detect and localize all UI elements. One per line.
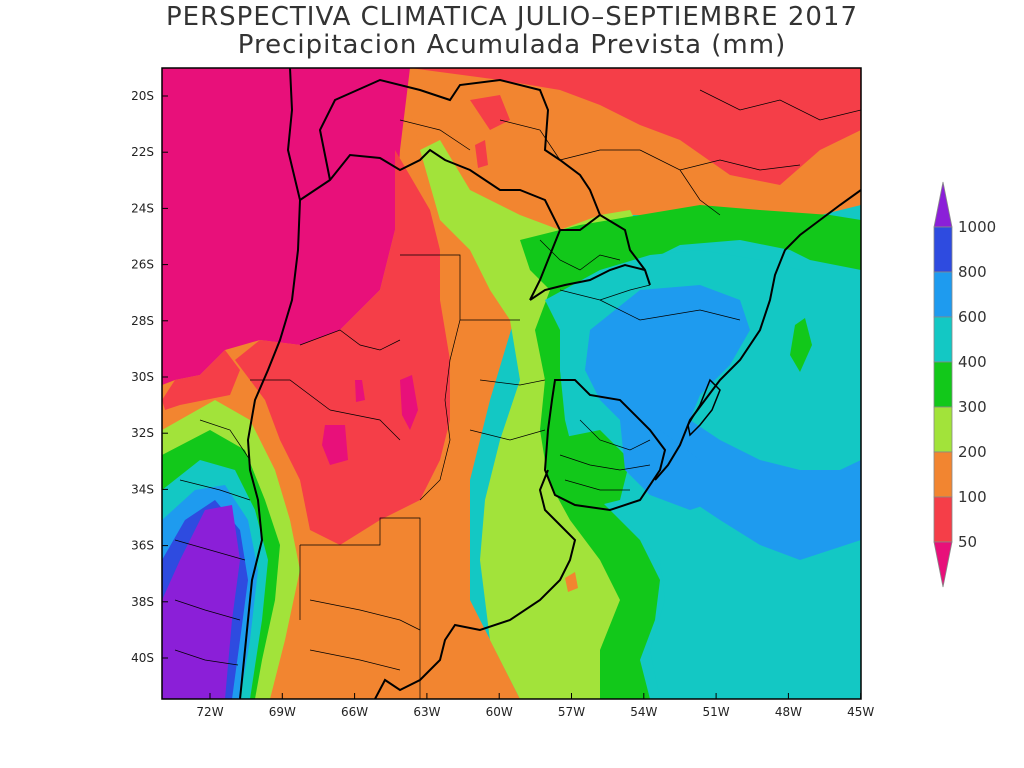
lon-tick-label: 48W	[775, 705, 802, 719]
province-borders	[174, 89, 861, 699]
lat-tick-label: 28S	[131, 314, 154, 328]
lat-tick-label: 30S	[131, 370, 154, 384]
colorbar-level-label: 50	[958, 533, 977, 551]
colorbar-top-arrow	[933, 181, 953, 228]
lat-tick-label: 32S	[131, 426, 154, 440]
colorbar-level-label: 800	[958, 263, 987, 281]
colorbar-segment-400-600	[933, 316, 953, 363]
colorbar-bottom-arrow	[933, 541, 953, 588]
colorbar-segment-200-300	[933, 406, 953, 453]
colorbar-segment-100-200	[933, 451, 953, 498]
colorbar-segment-600-800	[933, 271, 953, 318]
lat-tick-label: 20S	[131, 89, 154, 103]
lon-tick-label: 51W	[703, 705, 730, 719]
colorbar-level-label: 300	[958, 398, 987, 416]
colorbar-level-label: 1000	[958, 218, 996, 236]
lon-tick-label: 66W	[341, 705, 368, 719]
colorbar-segment-300-400	[933, 361, 953, 408]
lat-tick-label: 26S	[131, 258, 154, 272]
lat-tick-label: 38S	[131, 595, 154, 609]
colorbar-level-label: 400	[958, 353, 987, 371]
map-subtitle: Precipitacion Acumulada Prevista (mm)	[237, 30, 787, 60]
colorbar-segment-800-1000	[933, 226, 953, 273]
lat-tick-label: 34S	[131, 482, 154, 496]
lon-tick-label: 63W	[413, 705, 440, 719]
lat-tick-label: 22S	[131, 145, 154, 159]
lon-tick-label: 57W	[558, 705, 585, 719]
lat-tick-label: 36S	[131, 539, 154, 553]
colorbar-legend: 1000 800 600 400 300 200 100 50	[933, 181, 996, 588]
lon-tick-label: 45W	[847, 705, 874, 719]
lon-tick-label: 69W	[269, 705, 296, 719]
colorbar-level-label: 100	[958, 488, 987, 506]
lat-tick-label: 24S	[131, 201, 154, 215]
colorbar-level-label: 600	[958, 308, 987, 326]
precipitation-field	[162, 68, 861, 699]
country-borders	[239, 68, 861, 699]
longitude-axis: 72W 69W 66W 63W 60W 57W 54W 51W 48W 45W	[196, 693, 874, 719]
lon-tick-label: 72W	[196, 705, 223, 719]
lon-tick-label: 60W	[486, 705, 513, 719]
map-frame	[161, 67, 862, 700]
latitude-axis: 20S 22S 24S 26S 28S 30S 32S 34S 36S 38S 40S	[131, 89, 168, 665]
lat-tick-label: 40S	[131, 651, 154, 665]
colorbar-segment-50-100	[933, 496, 953, 543]
colorbar-level-label: 200	[958, 443, 987, 461]
map-title: PERSPECTIVA CLIMATICA JULIO–SEPTIEMBRE 2…	[165, 2, 859, 32]
lon-tick-label: 54W	[630, 705, 657, 719]
